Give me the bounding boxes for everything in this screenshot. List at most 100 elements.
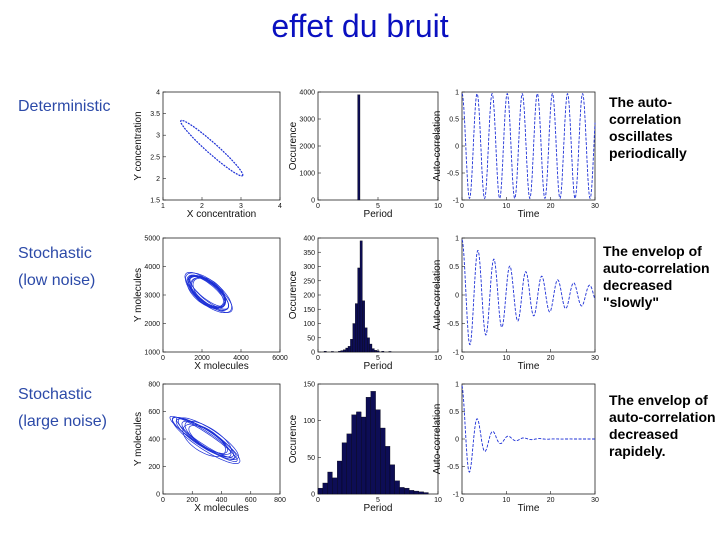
y-tick-label: 350	[303, 250, 315, 257]
y-tick-label: 1000	[299, 171, 315, 178]
autocorrelation-trace	[461, 92, 596, 200]
description-line: "slowly"	[603, 294, 660, 310]
y-axis-label: Occurence	[288, 414, 299, 463]
description-line: decreased	[603, 277, 673, 293]
histogram-bar	[361, 416, 367, 495]
histogram-bar	[359, 240, 363, 353]
row-label-deterministic: Deterministic	[18, 93, 110, 120]
x-tick-label: 10	[502, 203, 510, 210]
x-tick-label: 6000	[272, 355, 288, 362]
y-tick-label: 100	[303, 418, 315, 425]
page-title: effet du bruit	[271, 8, 449, 44]
y-tick-label: -1	[453, 492, 459, 499]
histogram-bar	[357, 94, 361, 201]
chart-high-phase: 0 200 400 600 800 0 200 400 600 800 X molecules Y m…	[133, 382, 286, 515]
plot-frame	[162, 91, 281, 201]
histogram-bar	[332, 477, 338, 495]
histogram-bar	[409, 490, 415, 495]
row-label-line: (large noise)	[18, 413, 107, 430]
histogram-bar	[370, 391, 376, 495]
x-axis-label: X molecules	[194, 503, 248, 514]
x-tick-label: 10	[502, 497, 510, 504]
histogram-bar	[323, 350, 327, 353]
histogram-bar	[367, 337, 370, 353]
x-tick-label: 200	[186, 497, 198, 504]
y-axis-label: Y molecules	[133, 268, 144, 322]
y-tick-label: 3	[156, 133, 160, 140]
x-axis-label: Period	[364, 361, 393, 372]
histogram-bar	[337, 460, 343, 495]
y-tick-label: 300	[303, 264, 315, 271]
y-axis-label: Auto-correlation	[432, 404, 443, 475]
histogram-bar	[423, 492, 429, 495]
y-tick-label: 2.5	[150, 154, 160, 161]
x-tick-label: 1	[161, 203, 165, 210]
y-tick-label: 1	[455, 236, 459, 243]
description-line: decreased	[609, 426, 679, 442]
x-tick-label: 2	[200, 203, 204, 210]
histogram-bar	[331, 351, 334, 353]
histogram-bar	[355, 303, 358, 353]
chart-det-acf: 0 10 20 30 -1 -0.5 0 0.5 1 Time Auto-correlation	[432, 90, 599, 221]
y-axis-label: Y concentration	[133, 111, 144, 180]
x-tick-label: 0	[161, 355, 165, 362]
x-tick-label: 600	[245, 497, 257, 504]
y-tick-label: 150	[303, 382, 315, 389]
x-tick-label: 0	[460, 355, 464, 362]
histogram-bar	[388, 351, 392, 353]
plot-frame	[461, 383, 596, 495]
orbit-trace	[187, 275, 224, 307]
y-tick-label: 0	[156, 492, 160, 499]
y-tick-label: 200	[148, 464, 160, 471]
orbit-trace	[181, 420, 234, 458]
plot-frame	[461, 91, 596, 201]
x-tick-label: 30	[591, 203, 599, 210]
x-tick-label: 0	[460, 203, 464, 210]
histogram-bar	[364, 327, 368, 353]
y-tick-label: 0.5	[449, 409, 459, 416]
y-tick-label: 200	[303, 293, 315, 300]
x-tick-label: 0	[316, 203, 320, 210]
y-tick-label: 1.5	[150, 198, 160, 205]
histogram-bar	[380, 427, 386, 495]
histogram-bar	[418, 491, 424, 495]
description-line: The envelop of	[603, 243, 702, 259]
description-deterministic: The auto- correlation oscillates periodi…	[609, 94, 687, 162]
y-axis-label: Y molecules	[133, 412, 144, 466]
histogram-bar	[346, 433, 352, 495]
y-tick-label: 4	[156, 90, 160, 97]
histogram-bar	[338, 350, 341, 353]
histogram-bar	[385, 446, 391, 495]
x-tick-label: 5	[376, 497, 380, 504]
y-tick-label: 0	[311, 350, 315, 357]
x-tick-label: 2000	[194, 355, 210, 362]
x-tick-label: 3	[239, 203, 243, 210]
histogram-bar	[352, 323, 356, 353]
row-label-low-noise: Stochastic (low noise)	[18, 240, 95, 294]
y-axis-label: Occurence	[288, 270, 299, 319]
y-tick-label: -1	[453, 350, 459, 357]
x-axis-label: Period	[364, 503, 393, 514]
y-tick-label: 100	[303, 321, 315, 328]
histogram-bar	[413, 490, 419, 495]
x-tick-label: 20	[547, 355, 555, 362]
histogram-bar	[362, 300, 365, 353]
y-tick-label: 800	[148, 382, 160, 389]
histogram-bar	[356, 411, 362, 495]
y-tick-label: 0.5	[449, 264, 459, 271]
description-line: The auto-	[609, 94, 672, 110]
histogram-bar	[345, 347, 349, 353]
histogram-bar	[371, 348, 375, 353]
histogram-bar	[343, 349, 346, 353]
x-axis-label: Time	[518, 503, 540, 514]
orbit-trace	[186, 275, 226, 309]
y-axis-label: Auto-correlation	[432, 111, 443, 182]
y-tick-label: -0.5	[447, 171, 459, 178]
x-tick-label: 30	[591, 497, 599, 504]
description-large-noise: The envelop of auto-correlation decrease…	[609, 392, 716, 460]
y-tick-label: 2	[156, 176, 160, 183]
histogram-bar	[374, 350, 377, 353]
description-line: The envelop of	[609, 392, 708, 408]
x-tick-label: 0	[316, 497, 320, 504]
chart-low-phase: 0 2000 4000 6000 1000 2000 3000 4000 5000 X molec…	[133, 236, 288, 373]
